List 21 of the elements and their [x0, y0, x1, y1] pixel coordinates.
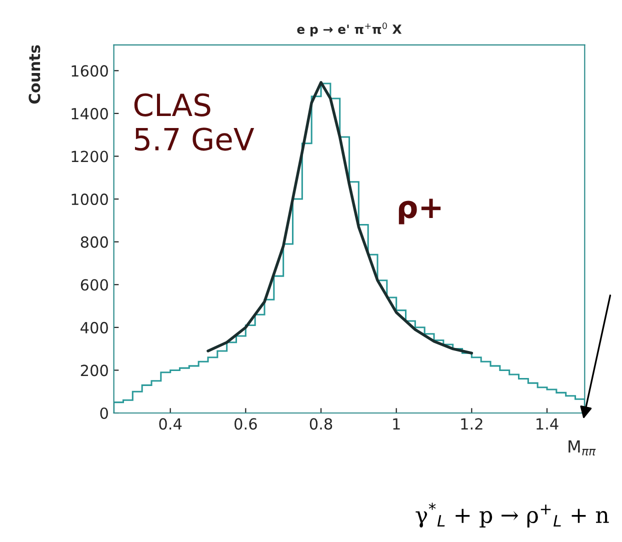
- y-tick-label: 0: [100, 407, 108, 420]
- y-tick-label: 1000: [72, 194, 108, 206]
- y-tick-label: 600: [80, 279, 108, 291]
- y-tick-label: 200: [80, 364, 108, 376]
- x-tick-label: 1: [393, 418, 400, 430]
- x-tick-label: 0.6: [234, 418, 257, 430]
- y-tick-label: 1200: [72, 150, 108, 162]
- x-tick-label: 0.4: [159, 418, 182, 430]
- annotation: CLAS 5.7 GeV: [134, 93, 254, 151]
- y-axis-title: Counts: [28, 45, 40, 104]
- y-tick-label: 800: [80, 236, 108, 248]
- annotation: ρ+: [398, 198, 441, 224]
- x-axis-title: M$_{ππ}$: [568, 440, 596, 456]
- text: γ$^{*}$$_{L}$ + p → ρ$^{+}$$_{L}$ + n: [416, 502, 609, 528]
- x-tick-label: 0.8: [310, 418, 332, 430]
- y-tick-label: 400: [80, 322, 108, 334]
- x-tick-label: 1.4: [536, 418, 558, 430]
- chart-title: e p → e' π$^{+}$π$^{0}$ X: [297, 22, 402, 36]
- y-tick-label: 1400: [72, 108, 108, 120]
- x-tick-label: 1.2: [461, 418, 482, 430]
- y-tick-label: 1600: [72, 65, 108, 77]
